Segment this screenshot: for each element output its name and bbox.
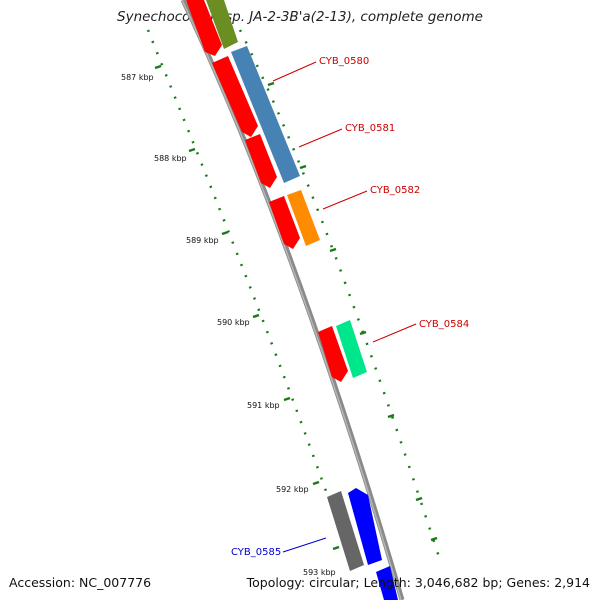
tick-mark bbox=[188, 147, 196, 153]
gene-feature-olive-top[interactable] bbox=[206, 0, 238, 49]
tick-mark bbox=[312, 480, 320, 486]
genome-backbone-highlight bbox=[181, 0, 402, 600]
leader-line-cyb0585 bbox=[282, 537, 327, 553]
leader-line-cyb0584 bbox=[372, 323, 417, 343]
tick-mark bbox=[329, 247, 337, 253]
tick-mark bbox=[221, 230, 229, 236]
tick-mark bbox=[430, 536, 438, 542]
tick-mark bbox=[415, 496, 423, 502]
tick-mark bbox=[332, 545, 340, 551]
tick-mark bbox=[283, 396, 291, 402]
outer-tick-track bbox=[238, 29, 442, 561]
tick-label-589: 589 kbp bbox=[186, 236, 219, 245]
gene-feature-red-4[interactable] bbox=[269, 196, 300, 249]
tick-mark bbox=[359, 330, 367, 336]
leader-line-cyb0580 bbox=[272, 61, 317, 82]
tick-label-590: 590 kbp bbox=[217, 318, 250, 327]
genome-summary-text: Topology: circular; Length: 3,046,682 bp… bbox=[246, 575, 590, 590]
tick-label-592: 592 kbp bbox=[276, 485, 309, 494]
gene-label-cyb0584[interactable]: CYB_0584 bbox=[419, 319, 469, 330]
tick-mark bbox=[267, 81, 275, 87]
gene-feature-red-3[interactable] bbox=[245, 134, 277, 188]
accession-text: Accession: NC_007776 bbox=[9, 575, 152, 590]
leader-line-cyb0581 bbox=[298, 128, 343, 148]
gene-cyb0585-feature[interactable] bbox=[348, 488, 382, 565]
gene-feature-gray[interactable] bbox=[327, 491, 364, 571]
gene-cyb0582-feature[interactable] bbox=[287, 190, 320, 246]
tick-mark bbox=[252, 313, 260, 319]
gene-feature-red-top[interactable] bbox=[186, 0, 222, 56]
tick-mark bbox=[299, 164, 307, 170]
inner-tick-track bbox=[146, 29, 347, 546]
gene-feature-red-5[interactable] bbox=[318, 326, 348, 382]
gene-label-cyb0585[interactable]: CYB_0585 bbox=[231, 547, 281, 558]
tick-label-593: 593 kbp bbox=[303, 568, 336, 577]
tick-label-588: 588 kbp bbox=[154, 154, 187, 163]
tick-mark bbox=[387, 413, 395, 419]
gene-feature-red-2[interactable] bbox=[212, 56, 258, 137]
tick-mark bbox=[154, 64, 162, 70]
gene-label-cyb0581[interactable]: CYB_0581 bbox=[345, 123, 395, 134]
tick-label-587: 587 kbp bbox=[121, 73, 154, 82]
gene-label-cyb0582[interactable]: CYB_0582 bbox=[370, 185, 420, 196]
gene-cyb0580-feature[interactable] bbox=[231, 46, 300, 183]
tick-label-591: 591 kbp bbox=[247, 401, 280, 410]
gene-feature-blue-bottom[interactable] bbox=[376, 566, 398, 600]
gene-label-cyb0580[interactable]: CYB_0580 bbox=[319, 56, 369, 67]
gene-cyb0584-feature[interactable] bbox=[336, 320, 367, 378]
leader-line-cyb0582 bbox=[322, 190, 368, 210]
